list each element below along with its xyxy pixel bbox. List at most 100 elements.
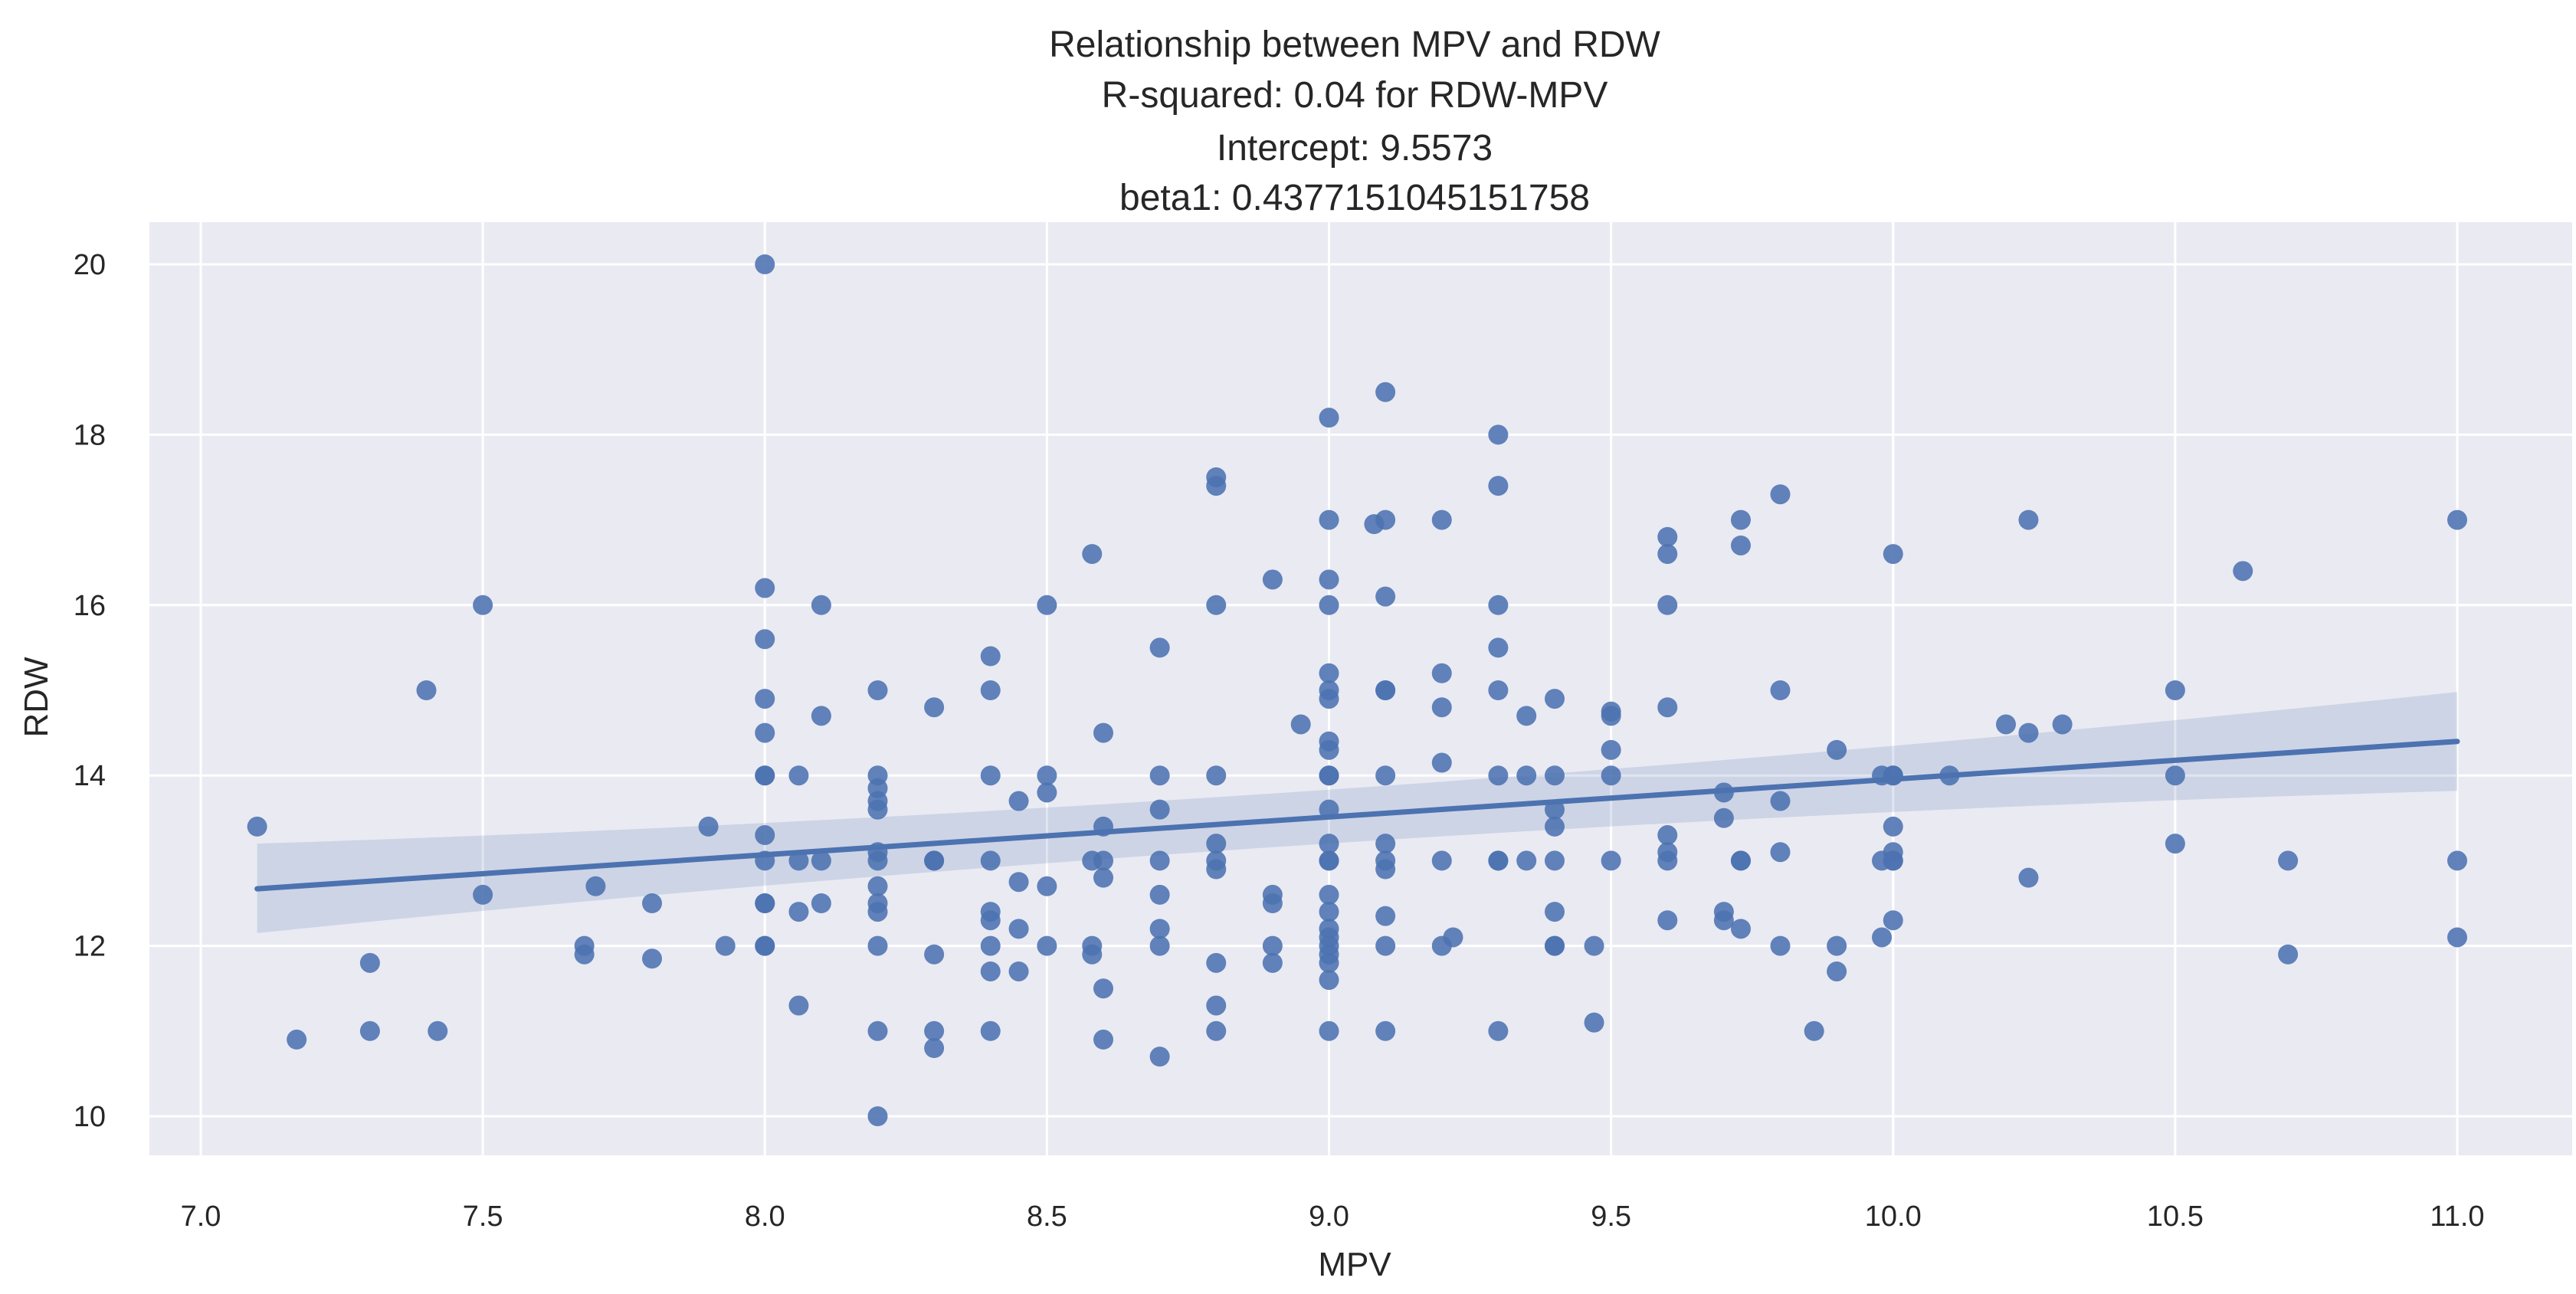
data-point xyxy=(1431,752,1452,773)
data-point xyxy=(1883,850,1903,871)
y-tick-labels: 10 12 14 16 18 20 xyxy=(74,249,106,1133)
data-point xyxy=(980,765,1001,786)
data-point xyxy=(1093,867,1113,888)
data-point xyxy=(924,697,945,718)
data-point xyxy=(1770,680,1791,700)
data-point xyxy=(247,816,267,837)
data-point xyxy=(1375,382,1396,402)
data-point xyxy=(1584,1012,1604,1033)
data-point xyxy=(1319,970,1339,991)
data-point xyxy=(1319,408,1339,428)
data-point xyxy=(1488,424,1509,445)
data-point xyxy=(1082,544,1103,565)
data-point xyxy=(1545,816,1565,837)
data-point xyxy=(867,850,888,871)
data-point xyxy=(1730,850,1751,871)
plot-area xyxy=(149,222,2572,1155)
data-point xyxy=(811,595,831,615)
data-point xyxy=(2052,714,2073,735)
data-point xyxy=(788,850,809,871)
data-point xyxy=(585,876,606,896)
data-point xyxy=(811,706,831,726)
data-point xyxy=(642,948,662,969)
data-point xyxy=(1375,834,1396,854)
data-point xyxy=(755,765,775,786)
data-point xyxy=(1770,935,1791,956)
data-point xyxy=(2018,509,2039,530)
data-point xyxy=(1319,952,1339,973)
data-points xyxy=(247,254,2467,1126)
x-tick-label: 8.0 xyxy=(745,1201,785,1233)
data-point xyxy=(1206,995,1227,1016)
data-point xyxy=(1996,714,2016,735)
data-point xyxy=(473,595,493,615)
data-point xyxy=(1883,910,1903,931)
data-point xyxy=(2278,944,2299,965)
data-point xyxy=(755,935,775,956)
data-point xyxy=(867,902,888,922)
data-point xyxy=(1770,484,1791,505)
data-point xyxy=(1319,689,1339,709)
data-point xyxy=(1037,765,1057,786)
data-point xyxy=(1488,765,1509,786)
data-point xyxy=(1206,1020,1227,1041)
data-point xyxy=(1431,850,1452,871)
data-point xyxy=(698,816,719,837)
data-point xyxy=(755,254,775,274)
data-point xyxy=(1375,859,1396,880)
data-point xyxy=(1375,509,1396,530)
data-point xyxy=(1093,722,1113,743)
title-line-1: Relationship between MPV and RDW xyxy=(1049,25,1660,65)
data-point xyxy=(1008,872,1029,893)
data-point xyxy=(1601,765,1621,786)
y-tick-label: 20 xyxy=(74,249,106,281)
data-point xyxy=(359,1020,380,1041)
data-point xyxy=(1545,850,1565,871)
data-point xyxy=(1206,765,1227,786)
data-point xyxy=(1375,680,1396,700)
x-tick-label: 10.5 xyxy=(2147,1201,2204,1233)
data-point xyxy=(1319,902,1339,922)
data-point xyxy=(574,944,595,965)
data-point xyxy=(1093,978,1113,999)
data-point xyxy=(1319,765,1339,786)
data-point xyxy=(1149,884,1170,905)
data-point xyxy=(1319,509,1339,530)
data-point xyxy=(1730,509,1751,530)
data-point xyxy=(1730,919,1751,939)
data-point xyxy=(1516,765,1537,786)
data-point xyxy=(1488,476,1509,496)
data-point xyxy=(1149,919,1170,939)
data-point xyxy=(924,944,945,965)
data-point xyxy=(1657,825,1678,846)
data-point xyxy=(788,765,809,786)
data-point xyxy=(1488,637,1509,658)
title-line-2: R-squared: 0.04 for RDW-MPV xyxy=(1102,75,1608,116)
data-point xyxy=(1770,842,1791,863)
data-point xyxy=(1037,935,1057,956)
data-point xyxy=(1037,782,1057,803)
data-point xyxy=(811,893,831,913)
x-axis-label: MPV xyxy=(1318,1246,1391,1283)
y-axis-label: RDW xyxy=(18,657,55,738)
data-point xyxy=(1375,1020,1396,1041)
data-point xyxy=(788,995,809,1016)
data-point xyxy=(755,629,775,650)
data-point xyxy=(1488,680,1509,700)
data-point xyxy=(1770,791,1791,811)
chart-title: Relationship between MPV and RDW R-squar… xyxy=(1049,25,1660,218)
data-point xyxy=(980,646,1001,667)
x-tick-label: 7.0 xyxy=(181,1201,221,1233)
data-point xyxy=(1149,935,1170,956)
data-point xyxy=(755,689,775,709)
data-point xyxy=(2447,509,2467,530)
data-point xyxy=(1008,791,1029,811)
data-point xyxy=(1516,706,1537,726)
data-point xyxy=(1290,714,1311,735)
data-point xyxy=(2165,765,2185,786)
data-point xyxy=(473,884,493,905)
x-tick-label: 9.5 xyxy=(1591,1201,1631,1233)
data-point xyxy=(287,1029,307,1050)
data-point xyxy=(2447,927,2467,948)
